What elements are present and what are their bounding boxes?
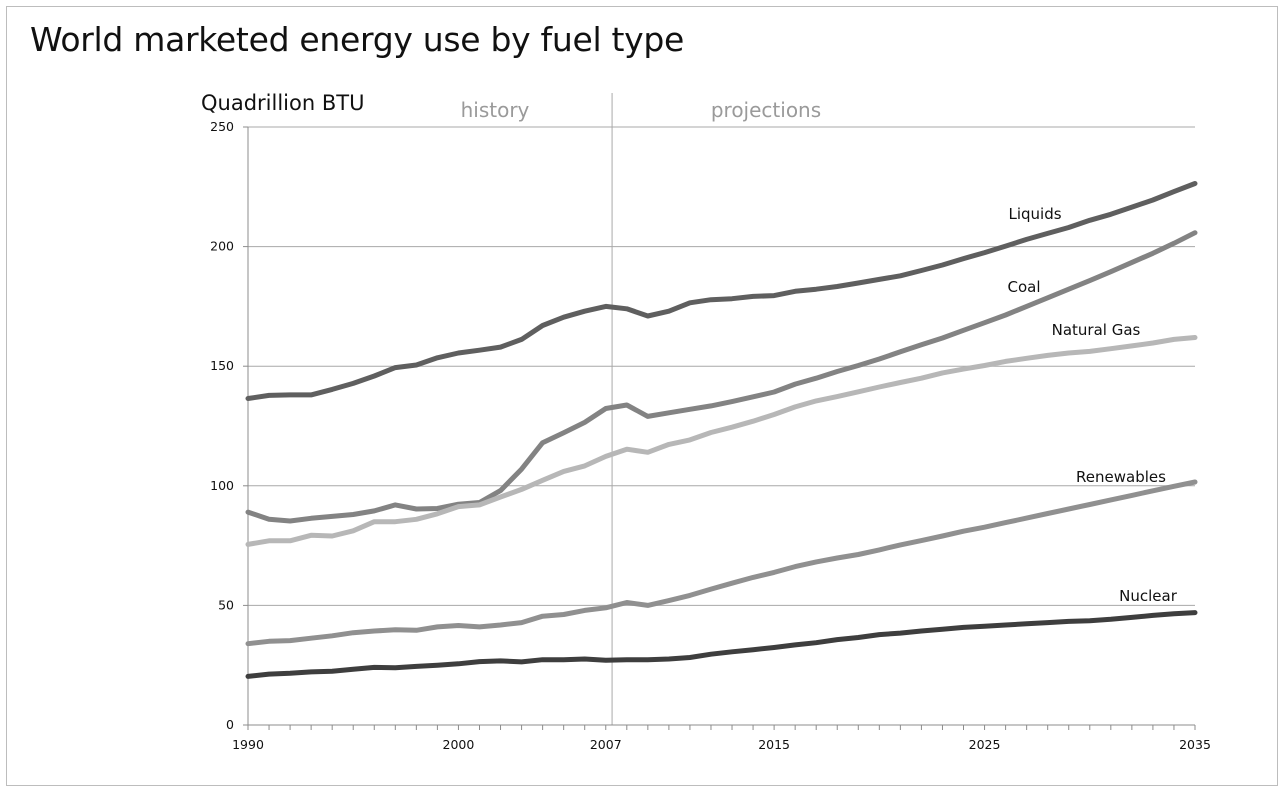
- region-label-projections: projections: [711, 98, 821, 122]
- series-label-natural-gas: Natural Gas: [1052, 321, 1141, 339]
- series-lines: [245, 181, 1198, 679]
- x-tick-label-1990: 1990: [232, 737, 264, 752]
- y-tick-label-200: 200: [210, 239, 234, 254]
- series-line-coal: [245, 230, 1198, 524]
- series-label-renewables: Renewables: [1076, 468, 1166, 486]
- series-line-natural-gas: [245, 335, 1198, 547]
- y-tick-label-50: 50: [218, 597, 234, 612]
- x-tick-label-2035: 2035: [1179, 737, 1211, 752]
- y-tick-label-0: 0: [226, 717, 234, 732]
- series-line-nuclear: [245, 610, 1198, 679]
- series-label-liquids: Liquids: [1008, 205, 1061, 223]
- x-tick-label-2000: 2000: [443, 737, 475, 752]
- labels: Quadrillion BTU history projections Liquids…: [201, 91, 1178, 605]
- series-label-coal: Coal: [1007, 278, 1040, 296]
- axes: 0 50 100 150 200 250 1990 2000 2007 2015 2025 2035: [210, 119, 1211, 752]
- x-tick-label-2025: 2025: [969, 737, 1001, 752]
- y-tick-label-100: 100: [210, 478, 234, 493]
- y-axis-title: Quadrillion BTU: [201, 91, 364, 115]
- series-label-nuclear: Nuclear: [1119, 587, 1178, 605]
- series-line-renewables: [245, 479, 1198, 647]
- series-line-liquids: [245, 181, 1198, 401]
- region-label-history: history: [461, 98, 530, 122]
- y-tick-label-250: 250: [210, 119, 234, 134]
- y-tick-label-150: 150: [210, 358, 234, 373]
- x-tick-label-2007: 2007: [590, 737, 622, 752]
- page-title: World marketed energy use by fuel type: [30, 20, 685, 59]
- x-tick-label-2015: 2015: [758, 737, 790, 752]
